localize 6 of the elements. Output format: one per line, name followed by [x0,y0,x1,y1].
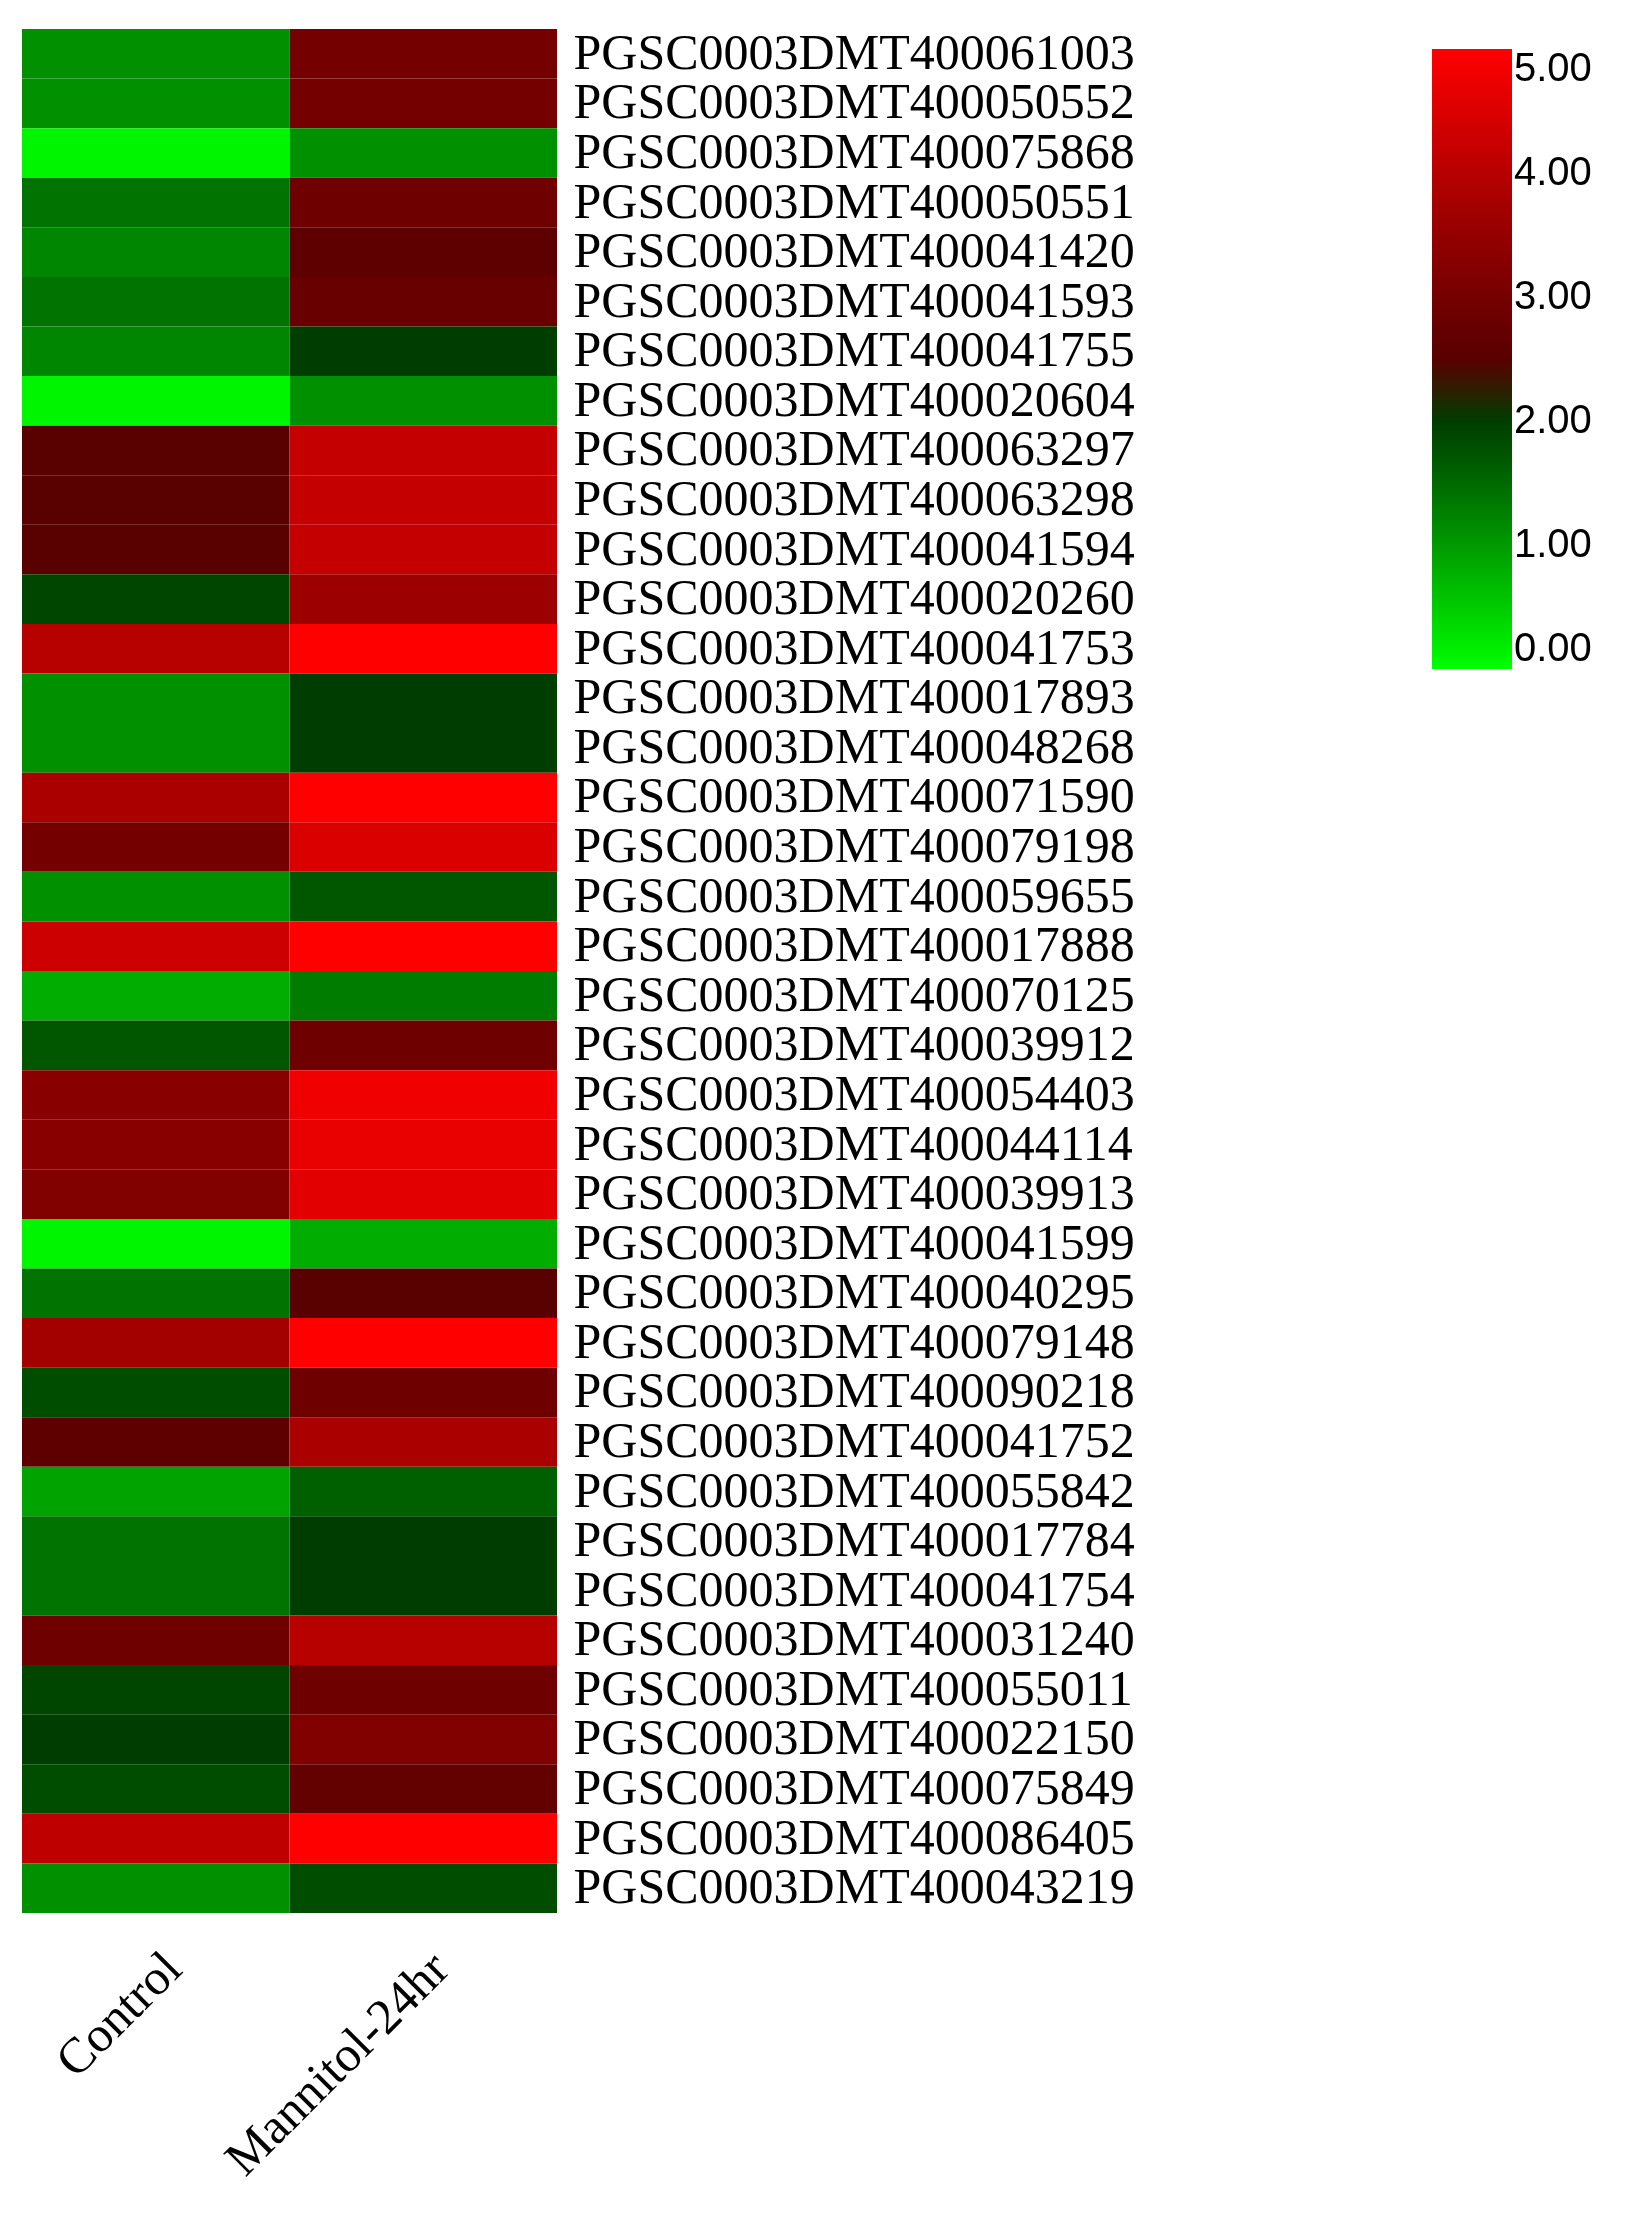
color-bar-label: 2.00 [1514,397,1592,441]
color-bar-label: 5.00 [1514,45,1592,89]
color-bar-label: 1.00 [1514,521,1592,565]
color-bar-label: 3.00 [1514,273,1592,317]
color-bar-label: 0.00 [1514,625,1592,669]
color-bar-label: 4.00 [1514,149,1592,193]
